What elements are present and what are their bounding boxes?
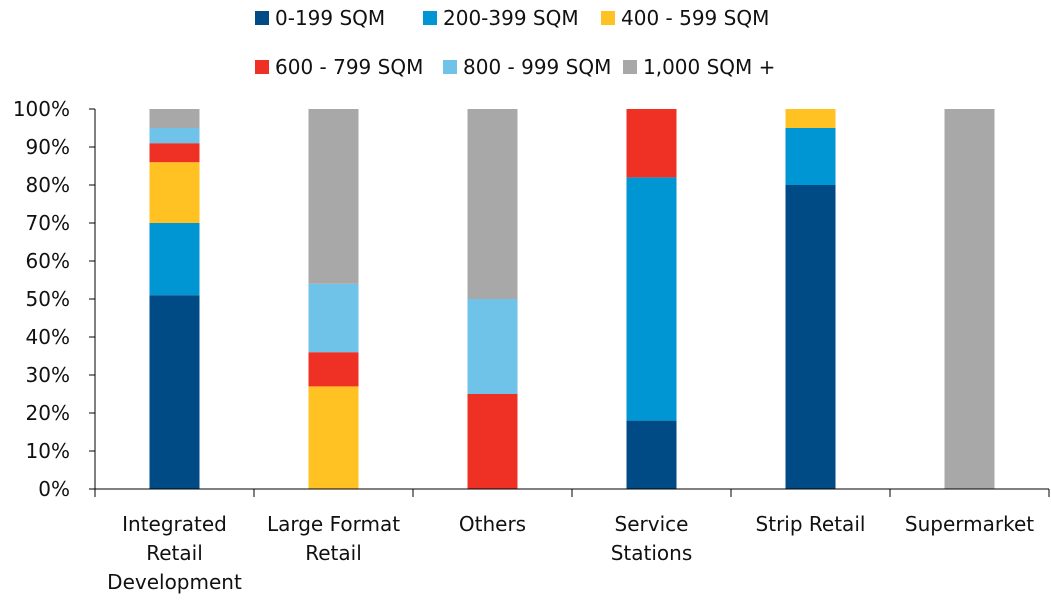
x-category-label: Strip Retail [731, 510, 891, 539]
x-category-label-line: Development [107, 570, 242, 594]
x-category-label-line: Supermarket [904, 512, 1035, 536]
legend-item: 400 - 599 SQM [601, 6, 771, 30]
bar-segment [467, 394, 518, 489]
y-tick-label: 40% [26, 325, 70, 349]
bar-segment [626, 109, 677, 178]
legend-swatch [443, 60, 457, 74]
y-tick-label: 70% [26, 211, 70, 235]
bar-segment [308, 283, 359, 353]
bar-segment [149, 128, 200, 144]
bar-segment [467, 109, 518, 299]
legend-item: 200-399 SQM [423, 6, 601, 30]
y-tick-label: 60% [26, 249, 70, 273]
legend-swatch [623, 60, 637, 74]
bar-segment [308, 109, 359, 284]
bar-segment [626, 177, 677, 421]
y-tick-label: 0% [38, 477, 70, 501]
x-category-label: Others [413, 510, 573, 539]
legend-label: 200-399 SQM [443, 6, 579, 30]
legend-swatch [255, 11, 269, 25]
legend-label: 600 - 799 SQM [275, 55, 424, 79]
x-category-label-line: Retail [146, 541, 203, 565]
bar-segment [149, 143, 200, 163]
y-tick-label: 20% [26, 401, 70, 425]
x-category-label-line: Service [614, 512, 689, 536]
x-category-label-line: Integrated [122, 512, 227, 536]
bar-segment [308, 386, 359, 489]
y-tick-label: 30% [26, 363, 70, 387]
legend-item: 1,000 SQM + [623, 55, 793, 79]
y-tick-label: 10% [26, 439, 70, 463]
x-category-label-line: Stations [610, 541, 693, 565]
y-tick-label: 80% [26, 173, 70, 197]
x-category-label: Service Stations [572, 510, 732, 568]
x-category-label-line: Others [458, 512, 527, 536]
legend-item: 600 - 799 SQM [255, 55, 443, 79]
bar-segment [149, 109, 200, 128]
y-tick-label: 50% [26, 287, 70, 311]
y-tick-label: 100% [13, 97, 70, 121]
legend-swatch [423, 11, 437, 25]
x-category-label: Integrated Retail Development [95, 510, 255, 597]
bar-segment [626, 420, 677, 489]
legend-swatch [601, 11, 615, 25]
bar-segment [944, 109, 995, 489]
bar-segment [149, 223, 200, 296]
y-tick-label: 90% [26, 135, 70, 159]
x-category-label-line: Retail [305, 541, 362, 565]
bar-segment [785, 185, 836, 489]
legend-label: 400 - 599 SQM [621, 6, 770, 30]
bar-segment [308, 352, 359, 387]
legend-item: 800 - 999 SQM [443, 55, 623, 79]
legend-label: 1,000 SQM + [643, 55, 776, 79]
legend-label: 800 - 999 SQM [463, 55, 612, 79]
bar-segment [149, 295, 200, 489]
x-category-label: Large Format Retail [254, 510, 414, 568]
x-category-label: Supermarket [890, 510, 1050, 539]
legend-item: 0-199 SQM [255, 6, 423, 30]
x-category-label-line: Strip Retail [755, 512, 866, 536]
bar-segment [785, 128, 836, 185]
bar-segment [467, 299, 518, 394]
legend-swatch [255, 60, 269, 74]
legend-row-1: 0-199 SQM 200-399 SQM 400 - 599 SQM [255, 6, 771, 30]
bar-segment [149, 162, 200, 223]
x-category-label-line: Large Format [266, 512, 401, 536]
legend-label: 0-199 SQM [275, 6, 386, 30]
legend-row-2: 600 - 799 SQM 800 - 999 SQM 1,000 SQM + [255, 55, 793, 79]
bar-segment [785, 109, 836, 128]
